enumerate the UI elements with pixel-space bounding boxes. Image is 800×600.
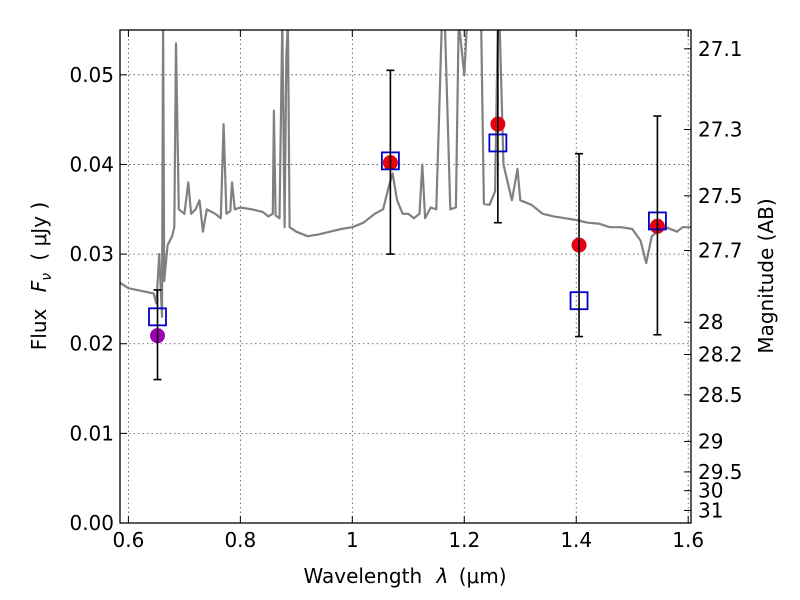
y2-axis-label: Magnitude (AB) <box>754 198 778 353</box>
mag-tick-label: 31 <box>698 498 723 522</box>
mag-tick-label: 30 <box>698 479 723 503</box>
x-tick-label: 1 <box>346 528 359 552</box>
y-axis-label-subscript: ν <box>39 273 55 281</box>
grid-lines <box>120 30 691 524</box>
axis-ticks: 0.6 0.8 1 1.2 1.4 1.6 0.00 0.01 0.02 0.03 0.04 0.05… <box>69 30 743 552</box>
y-tick-label: 0.04 <box>69 152 114 176</box>
x-axis-label-symbol: λ <box>436 564 449 588</box>
mag-tick-label: 28 <box>698 310 723 334</box>
mag-tick-label: 28.2 <box>698 342 743 366</box>
x-axis-label-text: Wavelength <box>303 564 422 588</box>
mag-tick-label: 27.3 <box>698 117 743 141</box>
x-tick-label: 1.6 <box>672 528 704 552</box>
y-tick-label: 0.00 <box>69 511 114 535</box>
mag-tick-label: 29 <box>698 429 723 453</box>
spectrum-line <box>120 30 691 318</box>
x-tick-label: 0.6 <box>112 528 144 552</box>
mag-tick-label: 29.5 <box>698 460 743 484</box>
y-axis-label: Flux Fν ( μJy ) <box>27 202 56 350</box>
plot-frame <box>119 29 692 524</box>
x-axis-label-unit: (μm) <box>459 564 507 588</box>
mag-tick-label: 28.5 <box>698 383 743 407</box>
mag-tick-label: 27.7 <box>698 239 743 263</box>
mag-tick-label: 27.1 <box>698 37 743 61</box>
plot-data <box>120 30 691 381</box>
y-tick-label: 0.05 <box>69 63 114 87</box>
x-tick-label: 1.2 <box>448 528 480 552</box>
mag-tick-label: 27.5 <box>698 184 743 208</box>
y-tick-label: 0.02 <box>69 332 114 356</box>
y-tick-label: 0.01 <box>69 421 114 445</box>
y-tick-label: 0.03 <box>69 242 114 266</box>
y-axis-label-text: Flux <box>27 308 51 350</box>
x-tick-label: 1.4 <box>560 528 592 552</box>
x-tick-label: 0.8 <box>224 528 256 552</box>
y-axis-label-unit: ( μJy ) <box>27 202 51 261</box>
y-axis-label-symbol: F <box>27 280 51 292</box>
x-axis-label: Wavelength λ (μm) <box>303 564 506 588</box>
